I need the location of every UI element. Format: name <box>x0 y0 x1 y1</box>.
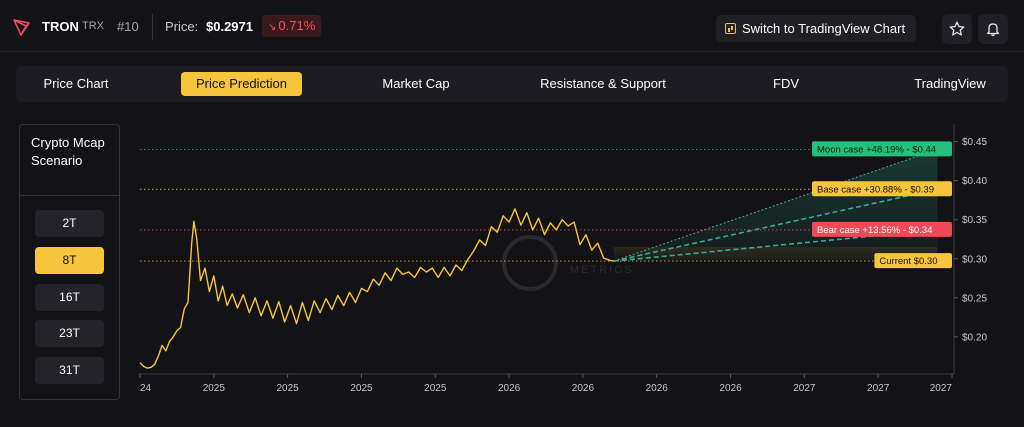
x-tick-label: 2026 <box>646 383 669 394</box>
switch-tradingview-label: Switch to TradingView Chart <box>742 21 906 36</box>
current-price-label-bg <box>874 253 952 269</box>
base-case-label-bg <box>812 181 952 197</box>
scenario-option-16t[interactable]: 16T <box>35 284 104 311</box>
x-tick-label: 2025 <box>424 383 447 394</box>
price-prediction-chart: METRICS $0.45 $0.40 $0.35 $0.30 $0.25 $0.20 24 2… <box>130 118 1024 400</box>
x-tick-label: 24 <box>140 383 152 394</box>
tab-price-chart[interactable]: Price Chart <box>43 76 109 91</box>
bell-icon <box>986 23 1000 37</box>
x-tick-label: 2027 <box>867 383 890 394</box>
y-tick-label: $0.35 <box>962 215 987 226</box>
coin-name: TRON <box>42 19 79 34</box>
tab-fdv[interactable]: FDV <box>773 76 799 91</box>
y-tick-label: $0.45 <box>962 137 987 148</box>
prediction-chart-svg: METRICS $0.45 $0.40 $0.35 $0.30 $0.25 $0.20 24 2… <box>138 124 987 394</box>
price-change-value: 0.71% <box>278 18 316 33</box>
chart-tabs: Price Chart Price Prediction Market Cap … <box>16 66 1008 102</box>
scenario-option-2t[interactable]: 2T <box>35 210 104 237</box>
scenario-divider <box>20 195 119 196</box>
y-tick-label: $0.30 <box>962 254 987 265</box>
coin-symbol: TRX <box>82 20 104 32</box>
x-tick-label: 2026 <box>719 383 742 394</box>
tab-resistance-support[interactable]: Resistance & Support <box>540 76 666 91</box>
scenario-option-31t[interactable]: 31T <box>35 357 104 384</box>
current-price-label: Current $0.30 <box>879 256 937 267</box>
bear-case-projection-line <box>613 229 938 262</box>
favorite-button[interactable] <box>942 14 972 44</box>
moon-case-projection-line <box>613 148 938 262</box>
y-tick-label: $0.40 <box>962 176 987 187</box>
y-tick-label: $0.20 <box>962 332 987 343</box>
y-tick-label: $0.25 <box>962 293 987 304</box>
watermark-logo-icon <box>502 235 558 291</box>
x-tick-label: 2026 <box>572 383 595 394</box>
x-tick-label: 2025 <box>203 383 226 394</box>
x-tick-label: 2027 <box>793 383 816 394</box>
scenario-option-23t[interactable]: 23T <box>35 320 104 347</box>
tron-logo-icon <box>13 19 30 36</box>
moon-case-label: Moon case +48.19% - $0.44 <box>817 144 936 155</box>
watermark-text: METRICS <box>570 264 634 276</box>
projection-fan-area <box>613 149 938 262</box>
price-value: $0.2971 <box>206 19 253 34</box>
tab-tradingview[interactable]: TradingView <box>914 76 986 91</box>
scenario-title: Crypto Mcap Scenario <box>31 135 105 168</box>
trend-down-icon: ↘ <box>268 22 277 33</box>
page-header: TRON TRX #10 Price: $0.2971 ↘ 0.71% Switc… <box>0 0 1024 52</box>
tab-price-prediction[interactable]: Price Prediction <box>181 72 302 96</box>
coin-rank: #10 <box>117 19 139 34</box>
switch-tradingview-button[interactable]: Switch to TradingView Chart <box>716 15 916 42</box>
bear-case-label: Bear case +13.56% - $0.34 <box>817 225 932 236</box>
tab-market-cap[interactable]: Market Cap <box>382 76 450 91</box>
alert-button[interactable] <box>978 14 1008 44</box>
scenario-option-8t[interactable]: 8T <box>35 247 104 274</box>
x-tick-label: 2025 <box>277 383 300 394</box>
base-case-projection-line <box>613 188 938 262</box>
x-tick-label: 2025 <box>350 383 373 394</box>
x-tick-label: 2027 <box>930 383 953 394</box>
price-change-badge: ↘ 0.71% <box>262 15 322 37</box>
projection-lower-band <box>613 247 938 262</box>
header-divider <box>152 14 153 40</box>
star-icon <box>949 21 965 36</box>
price-history-line <box>139 208 615 369</box>
base-case-label: Base case +30.88% - $0.39 <box>817 184 934 195</box>
x-tick-label: 2026 <box>498 383 521 394</box>
mcap-scenario-panel: Crypto Mcap Scenario 2T 8T 16T 23T 31T <box>19 124 120 400</box>
price-label: Price: <box>165 19 199 34</box>
moon-case-label-bg <box>812 141 952 157</box>
bear-case-label-bg <box>812 221 952 237</box>
chart-icon <box>725 23 736 34</box>
